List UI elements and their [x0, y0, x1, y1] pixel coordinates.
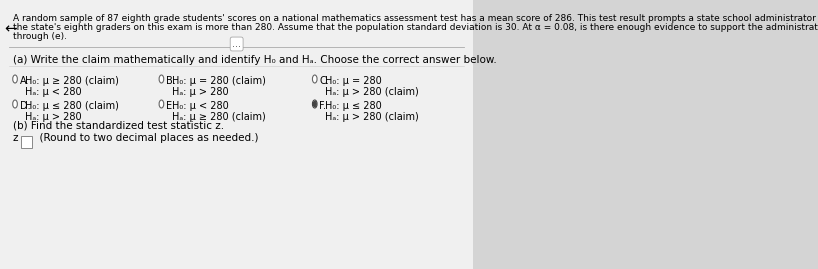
Text: H₀: μ = 280 (claim): H₀: μ = 280 (claim) [172, 76, 266, 86]
Text: ←: ← [5, 21, 17, 36]
Text: H₀: μ = 280: H₀: μ = 280 [326, 76, 382, 86]
Text: D.: D. [20, 101, 30, 111]
Text: C.: C. [319, 76, 329, 86]
Text: E.: E. [166, 101, 175, 111]
Text: (Round to two decimal places as needed.): (Round to two decimal places as needed.) [33, 133, 258, 143]
Text: F.: F. [319, 101, 326, 111]
FancyBboxPatch shape [21, 136, 32, 147]
Text: Hₐ: μ > 280: Hₐ: μ > 280 [172, 87, 228, 97]
Text: Hₐ: μ < 280: Hₐ: μ < 280 [25, 87, 82, 97]
Text: ...: ... [232, 39, 241, 49]
Circle shape [13, 75, 17, 83]
Circle shape [13, 100, 17, 108]
Text: H₀: μ ≥ 280 (claim): H₀: μ ≥ 280 (claim) [25, 76, 119, 86]
Text: z =: z = [13, 133, 34, 143]
Text: A random sample of 87 eighth grade students' scores on a national mathematics as: A random sample of 87 eighth grade stude… [13, 14, 818, 23]
Text: the state's eighth graders on this exam is more than 280. Assume that the popula: the state's eighth graders on this exam … [13, 23, 818, 32]
Circle shape [312, 100, 317, 108]
Text: Hₐ: μ ≥ 280 (claim): Hₐ: μ ≥ 280 (claim) [172, 112, 266, 122]
Text: Hₐ: μ > 280: Hₐ: μ > 280 [25, 112, 82, 122]
Text: Hₐ: μ > 280 (claim): Hₐ: μ > 280 (claim) [326, 112, 419, 122]
Text: through (e).: through (e). [13, 32, 67, 41]
Text: A.: A. [20, 76, 29, 86]
FancyBboxPatch shape [0, 0, 474, 269]
Text: H₀: μ ≤ 280 (claim): H₀: μ ≤ 280 (claim) [25, 101, 119, 111]
Circle shape [160, 75, 164, 83]
Text: (b) Find the standardized test statistic z.: (b) Find the standardized test statistic… [13, 121, 224, 131]
Circle shape [160, 100, 164, 108]
Text: (a) Write the claim mathematically and identify H₀ and Hₐ. Choose the correct an: (a) Write the claim mathematically and i… [13, 55, 497, 65]
Text: Hₐ: μ > 280 (claim): Hₐ: μ > 280 (claim) [326, 87, 419, 97]
Circle shape [312, 75, 317, 83]
Text: B.: B. [166, 76, 176, 86]
Text: H₀: μ < 280: H₀: μ < 280 [172, 101, 228, 111]
Circle shape [313, 101, 317, 107]
Text: H₀: μ ≤ 280: H₀: μ ≤ 280 [326, 101, 382, 111]
